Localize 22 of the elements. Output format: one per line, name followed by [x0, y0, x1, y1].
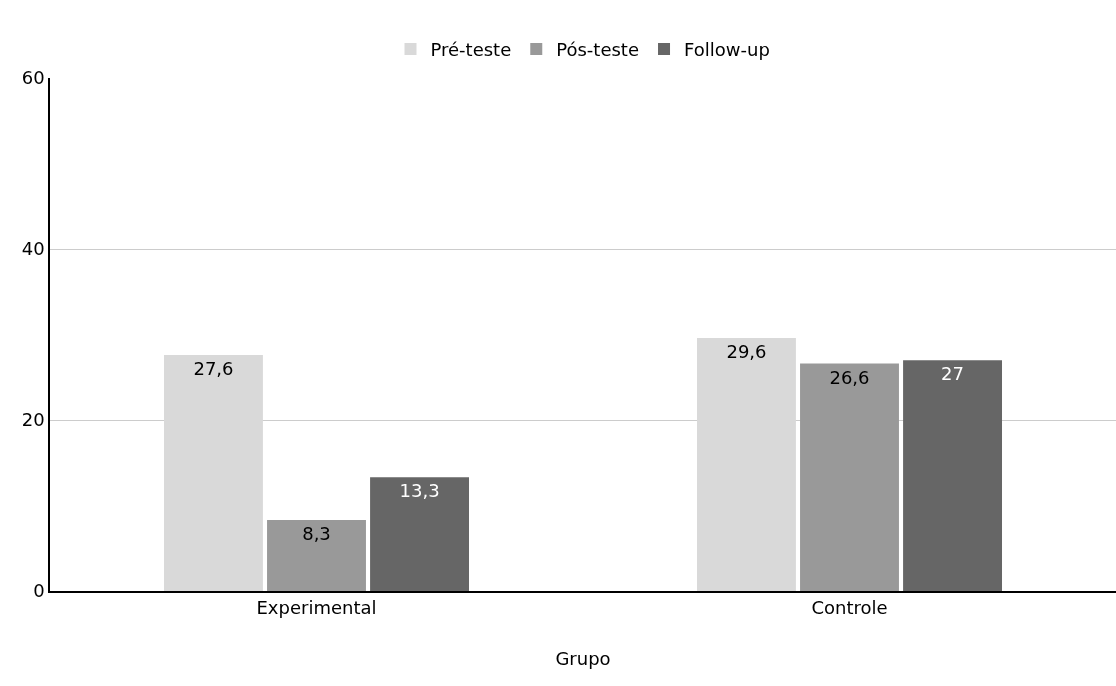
- bar: [163, 355, 263, 591]
- legend-label: Pré-teste: [430, 38, 512, 60]
- y-tick-label: 20: [21, 409, 45, 431]
- bar: [696, 337, 796, 591]
- y-tick-label: 0: [33, 580, 45, 602]
- x-axis-title: Grupo: [555, 647, 611, 669]
- data-label: 26,6: [829, 366, 870, 388]
- data-label: 29,6: [726, 340, 767, 362]
- bar: [903, 360, 1003, 591]
- data-label: 13,3: [399, 480, 440, 502]
- y-tick-label: 40: [21, 238, 45, 260]
- legend-label: Pós-teste: [556, 38, 640, 60]
- y-tick-label: 60: [21, 67, 45, 89]
- bar: [370, 477, 470, 591]
- data-label: 27,6: [193, 358, 234, 380]
- bar: [267, 520, 366, 591]
- x-tick-label: Controle: [811, 597, 888, 619]
- x-tick-label: Experimental: [256, 597, 377, 619]
- data-label: 27: [941, 363, 964, 385]
- legend-label: Follow-up: [684, 38, 770, 60]
- bar: [800, 363, 899, 591]
- data-label: 8,3: [302, 523, 331, 545]
